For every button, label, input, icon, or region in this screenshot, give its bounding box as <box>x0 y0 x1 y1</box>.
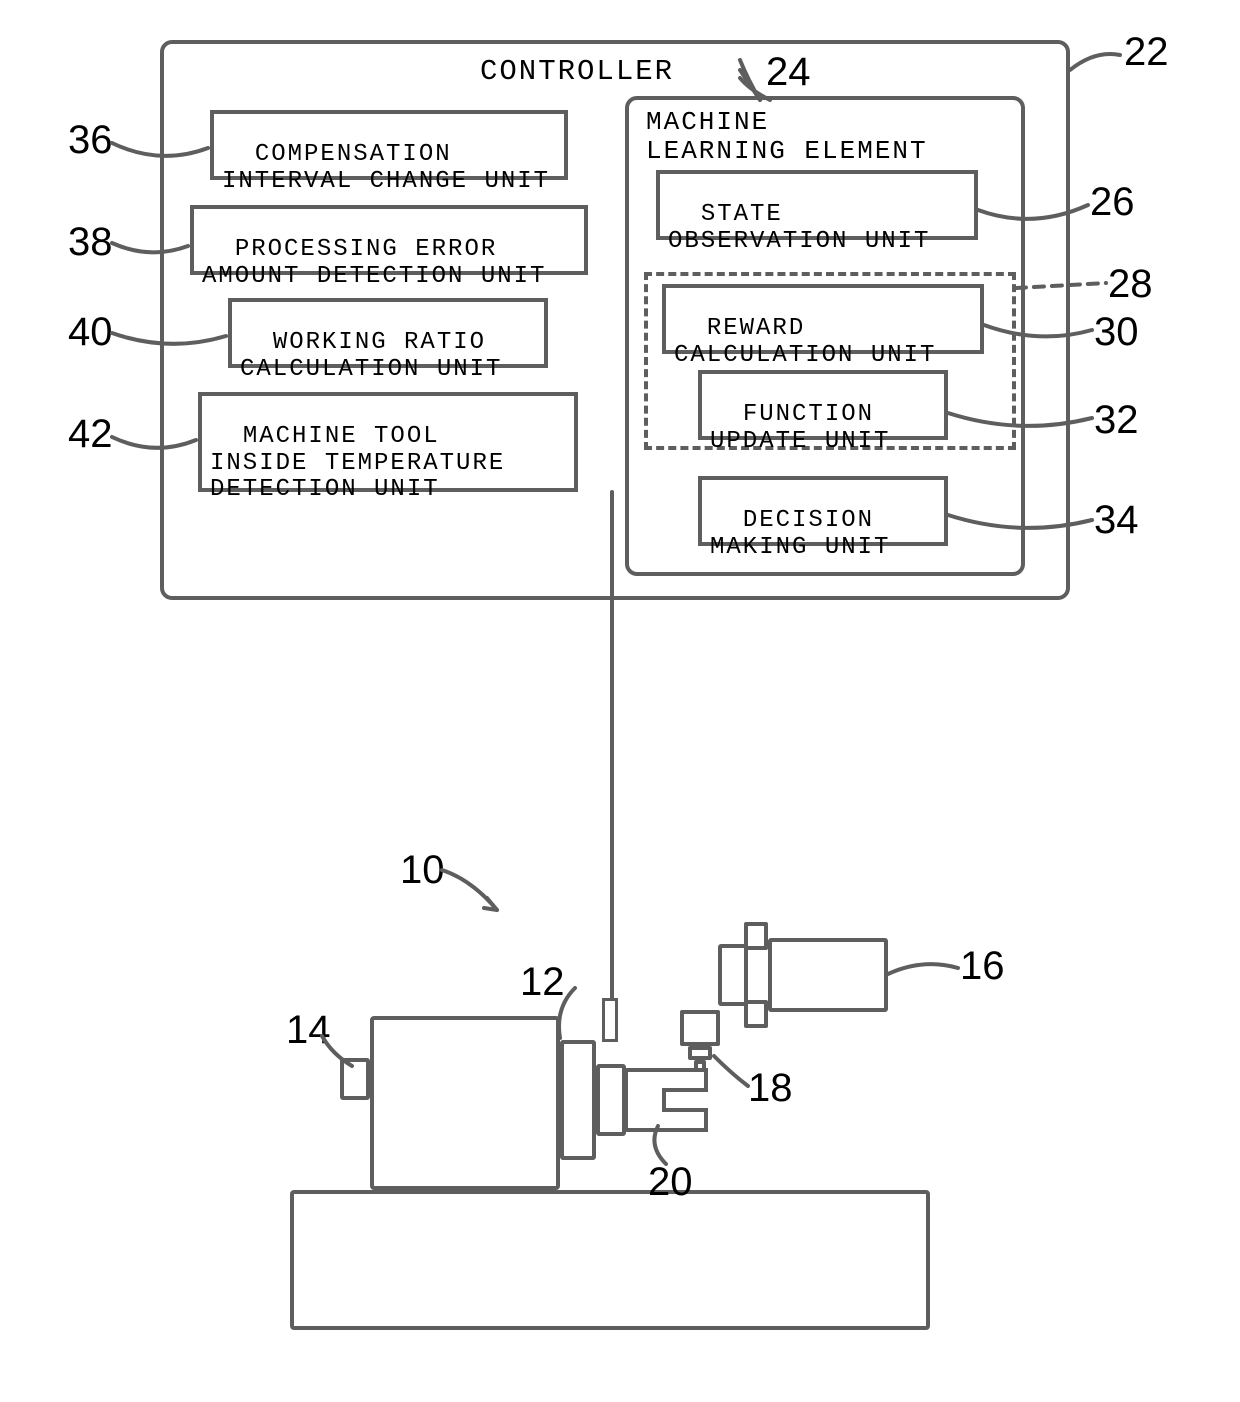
lead-28 <box>1016 278 1111 298</box>
machine-body <box>370 1016 560 1190</box>
temperature-line1: MACHINE TOOL <box>243 423 440 450</box>
ref-22: 22 <box>1124 30 1169 75</box>
temperature-line3: DETECTION UNIT <box>210 476 440 503</box>
ref-26: 26 <box>1090 180 1135 225</box>
lead-40 <box>112 328 230 350</box>
ref-40: 40 <box>68 310 113 355</box>
reward-unit: REWARD CALCULATION UNIT <box>662 284 984 354</box>
compensation-line2: INTERVAL CHANGE UNIT <box>222 168 550 195</box>
state-unit: STATE OBSERVATION UNIT <box>656 170 978 240</box>
lead-34 <box>948 510 1096 535</box>
lead-24b <box>730 60 780 110</box>
ref-42: 42 <box>68 412 113 457</box>
decision-line2: MAKING UNIT <box>710 534 890 561</box>
ref-32: 32 <box>1094 398 1139 443</box>
lead-30 <box>984 320 1096 345</box>
turret-front <box>718 944 748 1006</box>
ref-38: 38 <box>68 220 113 265</box>
ref-34: 34 <box>1094 498 1139 543</box>
lead-16 <box>888 964 962 984</box>
lead-38 <box>112 238 192 258</box>
compensation-unit: COMPENSATION INTERVAL CHANGE UNIT <box>210 110 568 180</box>
decision-unit: DECISION MAKING UNIT <box>698 476 948 546</box>
chuck-outer <box>560 1040 596 1160</box>
probe-line <box>608 492 616 1002</box>
lead-12 <box>555 988 595 1043</box>
ml-element-title: MACHINE LEARNING ELEMENT <box>646 108 928 165</box>
working-line1: WORKING RATIO <box>273 329 486 356</box>
function-unit: FUNCTION UPDATE UNIT <box>698 370 948 440</box>
lead-20 <box>648 1126 678 1170</box>
probe-tip <box>602 998 618 1042</box>
temperature-unit: MACHINE TOOL INSIDE TEMPERATURE DETECTIO… <box>198 392 578 492</box>
function-line1: FUNCTION <box>743 401 874 428</box>
working-line2: CALCULATION UNIT <box>240 356 502 383</box>
decision-line1: DECISION <box>743 507 874 534</box>
lead-22 <box>1070 50 1130 90</box>
processing-line2: AMOUNT DETECTION UNIT <box>202 263 546 290</box>
ref-36: 36 <box>68 118 113 163</box>
reward-line1: REWARD <box>707 315 805 342</box>
lead-42 <box>112 432 200 454</box>
tool-18a <box>680 1010 720 1046</box>
ref-28: 28 <box>1108 262 1153 307</box>
compensation-line1: COMPENSATION <box>255 141 452 168</box>
lead-26 <box>978 200 1093 230</box>
reward-line2: CALCULATION UNIT <box>674 342 936 369</box>
ref-18: 18 <box>748 1066 793 1111</box>
controller-title: CONTROLLER <box>480 56 674 88</box>
working-unit: WORKING RATIO CALCULATION UNIT <box>228 298 548 368</box>
chuck-inner <box>596 1064 626 1136</box>
tool-18b <box>688 1046 712 1060</box>
ref-16: 16 <box>960 944 1005 989</box>
lead-32 <box>948 408 1096 433</box>
turret-back <box>768 938 888 1012</box>
state-line2: OBSERVATION UNIT <box>668 228 930 255</box>
tool-18c <box>694 1060 706 1072</box>
temperature-line2: INSIDE TEMPERATURE <box>210 450 505 477</box>
function-line2: UPDATE UNIT <box>710 428 890 455</box>
lead-18 <box>714 1056 754 1096</box>
processing-unit: PROCESSING ERROR AMOUNT DETECTION UNIT <box>190 205 588 275</box>
machine-base <box>290 1190 930 1330</box>
lead-36 <box>112 138 212 163</box>
ref-10: 10 <box>400 848 445 893</box>
state-line1: STATE <box>701 201 783 228</box>
lead-10 <box>442 870 512 920</box>
processing-line1: PROCESSING ERROR <box>235 236 497 263</box>
ref-30: 30 <box>1094 310 1139 355</box>
lead-14 <box>322 1036 362 1076</box>
